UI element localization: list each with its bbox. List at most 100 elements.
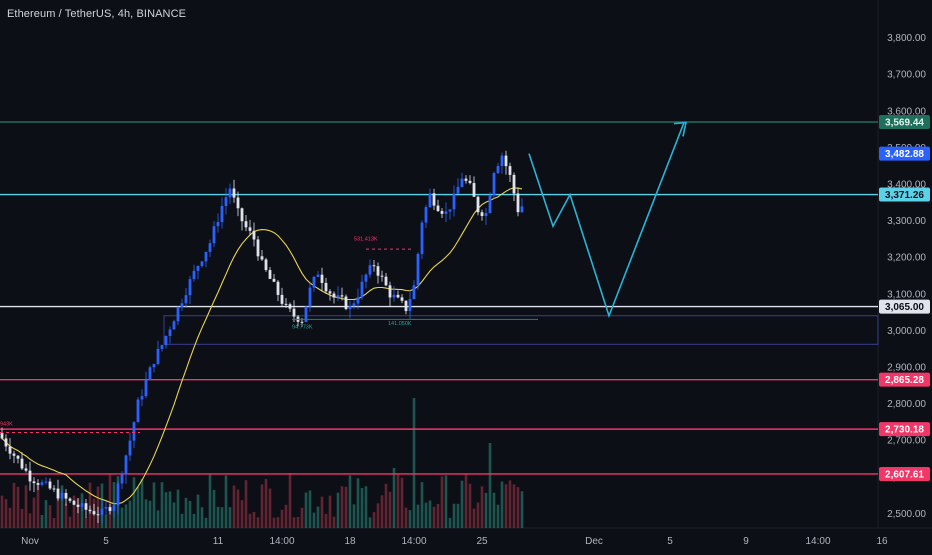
volume-bar [156, 510, 160, 528]
candle-body [440, 211, 444, 214]
candle-body [396, 294, 400, 298]
volume-bar [508, 480, 512, 528]
candle-body [272, 278, 276, 282]
candle-body [460, 178, 464, 187]
candle-body [56, 488, 60, 499]
volume-bar [264, 478, 268, 528]
candle-body [416, 253, 420, 286]
volume-bar [60, 485, 64, 528]
x-tick-label: Dec [585, 536, 603, 547]
price-level-tag-bg [879, 187, 930, 202]
candle-body [136, 399, 140, 423]
volume-bar [424, 502, 428, 528]
volume-bar [512, 484, 516, 528]
candle-body [412, 285, 416, 300]
price-level-tag: 3,569.44 [885, 117, 924, 128]
volume-bar [380, 495, 384, 528]
candle-body [76, 504, 80, 507]
candle-body [188, 279, 192, 296]
candle-body [472, 183, 476, 197]
candle-body [320, 274, 324, 283]
x-tick-label: 18 [344, 536, 356, 547]
candle-body [256, 239, 260, 257]
candle-body [204, 251, 208, 262]
volume-bar [160, 482, 164, 528]
current-price-tag-bg [879, 146, 930, 161]
candle-body [148, 367, 152, 380]
candle-body [400, 297, 404, 301]
volume-bar [28, 513, 32, 528]
volume-bar [192, 513, 196, 528]
volume-bar [348, 475, 352, 528]
candle-body [356, 297, 360, 304]
volume-bar [72, 495, 76, 528]
volume-bar [8, 507, 12, 528]
candle-body [0, 432, 4, 439]
volume-bar [268, 488, 272, 528]
volume-bar [12, 482, 16, 528]
x-tick-label: 16 [876, 536, 888, 547]
candle-body [332, 293, 336, 298]
candle-body [384, 276, 388, 286]
candle-body [512, 174, 516, 194]
volume-bar [496, 504, 500, 528]
candle-body [288, 304, 292, 309]
candle-body [248, 227, 252, 231]
price-level-tag: 3,371.26 [885, 190, 924, 201]
x-tick-label: 5 [667, 536, 673, 547]
candle-body [260, 256, 264, 260]
volume-bar [500, 481, 504, 528]
candle-body [376, 266, 380, 276]
volume-bar [4, 499, 8, 528]
candle-body [196, 265, 200, 271]
candle-body [300, 321, 304, 323]
y-tick-label: 3,600.00 [887, 106, 926, 117]
volume-bar [400, 477, 404, 528]
candle-body [48, 481, 52, 489]
volume-bar [492, 492, 496, 528]
volume-bar [480, 486, 484, 528]
volume-bar [236, 489, 240, 528]
volume-bar [20, 508, 24, 528]
candle-body [424, 207, 428, 223]
candle-body [484, 212, 488, 216]
candle-body [340, 295, 344, 297]
volume-bar [136, 486, 140, 528]
candle-body [292, 308, 296, 317]
volume-bar [436, 503, 440, 528]
volume-bar [352, 504, 356, 528]
candle-body [252, 230, 256, 240]
candle-body [316, 274, 320, 277]
volume-bar [216, 506, 220, 528]
x-tick-label: 11 [213, 536, 224, 547]
candle-body [4, 438, 8, 447]
candle-body [404, 300, 408, 312]
volume-bar [140, 478, 144, 528]
candle-body [132, 422, 136, 441]
candle-body [328, 291, 332, 294]
volume-bar [68, 516, 72, 528]
candle-body [496, 166, 500, 174]
y-tick-label: 2,900.00 [887, 362, 926, 373]
candle-body [480, 212, 484, 216]
candle-body [312, 276, 316, 288]
candle-body [184, 295, 188, 304]
candle-body [508, 166, 512, 175]
volume-bar [196, 494, 200, 528]
candle-body [448, 209, 452, 212]
candle-body [324, 282, 328, 292]
candle-body [80, 503, 84, 507]
candle-body [12, 453, 16, 456]
candle-body [516, 193, 520, 213]
candle-body [520, 206, 524, 213]
x-tick-label: 14:00 [269, 536, 294, 547]
projection-path [528, 122, 685, 319]
candle-body [156, 348, 160, 364]
volume-bar [88, 482, 92, 528]
candle-body [344, 296, 348, 310]
volume-bar [392, 468, 396, 528]
volume-bar [520, 491, 524, 528]
price-level-tag-bg [879, 299, 930, 314]
